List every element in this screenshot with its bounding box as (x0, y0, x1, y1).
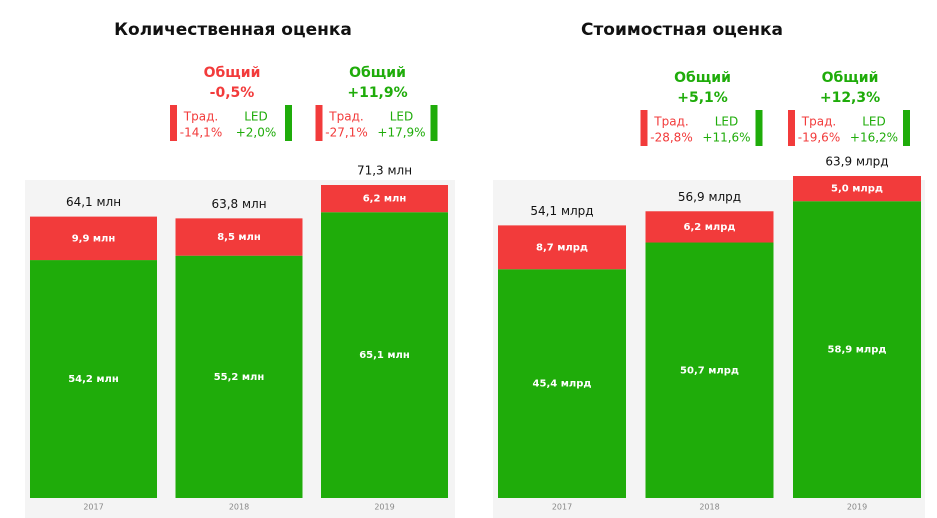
total-label: 64,1 млн (66, 195, 121, 209)
bar-segment (175, 218, 303, 256)
led-label: LED (244, 110, 268, 124)
x-tick-label: 2018 (229, 503, 249, 512)
x-tick-label: 2019 (374, 503, 394, 512)
bar-segment (793, 176, 921, 202)
value-label: 50,7 млрд (680, 365, 739, 376)
led-marker (903, 110, 910, 146)
annotation-change: +5,1% (677, 90, 728, 106)
annotation-label: Общий (204, 65, 261, 81)
total-label: 54,1 млрд (530, 204, 593, 218)
annotation-change: +11,9% (347, 85, 407, 101)
x-tick-label: 2018 (699, 503, 719, 512)
trad-marker (788, 110, 795, 146)
value-label: 58,9 млрд (828, 345, 887, 356)
trad-marker (170, 105, 177, 141)
bar-segment (498, 269, 626, 498)
bar-segment (498, 225, 626, 270)
chart-title: Количественная оценка (114, 20, 352, 40)
bar-segment (321, 185, 448, 213)
total-label: 71,3 млн (357, 164, 412, 178)
bar-segment (30, 260, 157, 498)
bar-segment (793, 201, 921, 498)
trad-label: Трад. (653, 115, 688, 129)
value-label: 65,1 млн (359, 350, 410, 361)
value-label: 9,9 млн (72, 233, 116, 244)
trad-label: Трад. (328, 110, 363, 124)
value-label: 54,2 млн (68, 374, 119, 385)
led-label: LED (862, 115, 886, 129)
trad-change: -27,1% (325, 126, 367, 140)
value-label: 8,7 млрд (536, 242, 588, 253)
bar-segment (321, 212, 448, 498)
led-change: +2,0% (236, 126, 277, 140)
led-label: LED (390, 110, 414, 124)
value-label: 6,2 млрд (684, 222, 736, 233)
x-tick-label: 2019 (847, 503, 867, 512)
x-tick-label: 2017 (552, 503, 572, 512)
trad-change: -28,8% (650, 131, 692, 145)
annotation-change: -0,5% (210, 85, 255, 101)
value-label: 45,4 млрд (533, 379, 592, 390)
trad-marker (315, 105, 323, 141)
value-label: 55,2 млн (214, 372, 265, 383)
bar-segment (645, 211, 774, 243)
x-tick-label: 2017 (83, 503, 103, 512)
total-label: 63,9 млрд (825, 155, 888, 169)
led-label: LED (715, 115, 739, 129)
trad-label: Трад. (183, 110, 218, 124)
trad-change: -14,1% (180, 126, 222, 140)
total-label: 56,9 млрд (678, 190, 741, 204)
annotation-label: Общий (674, 70, 731, 86)
annotation-label: Общий (822, 70, 879, 86)
bar-segment (645, 242, 774, 498)
value-label: 6,2 млн (363, 194, 407, 205)
trad-label: Трад. (801, 115, 836, 129)
led-marker (285, 105, 292, 141)
value-label: 5,0 млрд (831, 184, 883, 195)
led-marker (755, 110, 763, 146)
annotation-label: Общий (349, 65, 406, 81)
bar-segment (175, 255, 303, 498)
chart-title: Стоимостная оценка (581, 20, 783, 40)
annotation-change: +12,3% (820, 90, 880, 106)
led-change: +17,9% (377, 126, 425, 140)
led-marker (430, 105, 438, 141)
led-change: +11,6% (702, 131, 750, 145)
total-label: 63,8 млн (211, 197, 266, 211)
led-change: +16,2% (850, 131, 898, 145)
trad-change: -19,6% (798, 131, 840, 145)
value-label: 8,5 млн (217, 232, 261, 243)
trad-marker (640, 110, 648, 146)
bar-segment (30, 216, 157, 261)
